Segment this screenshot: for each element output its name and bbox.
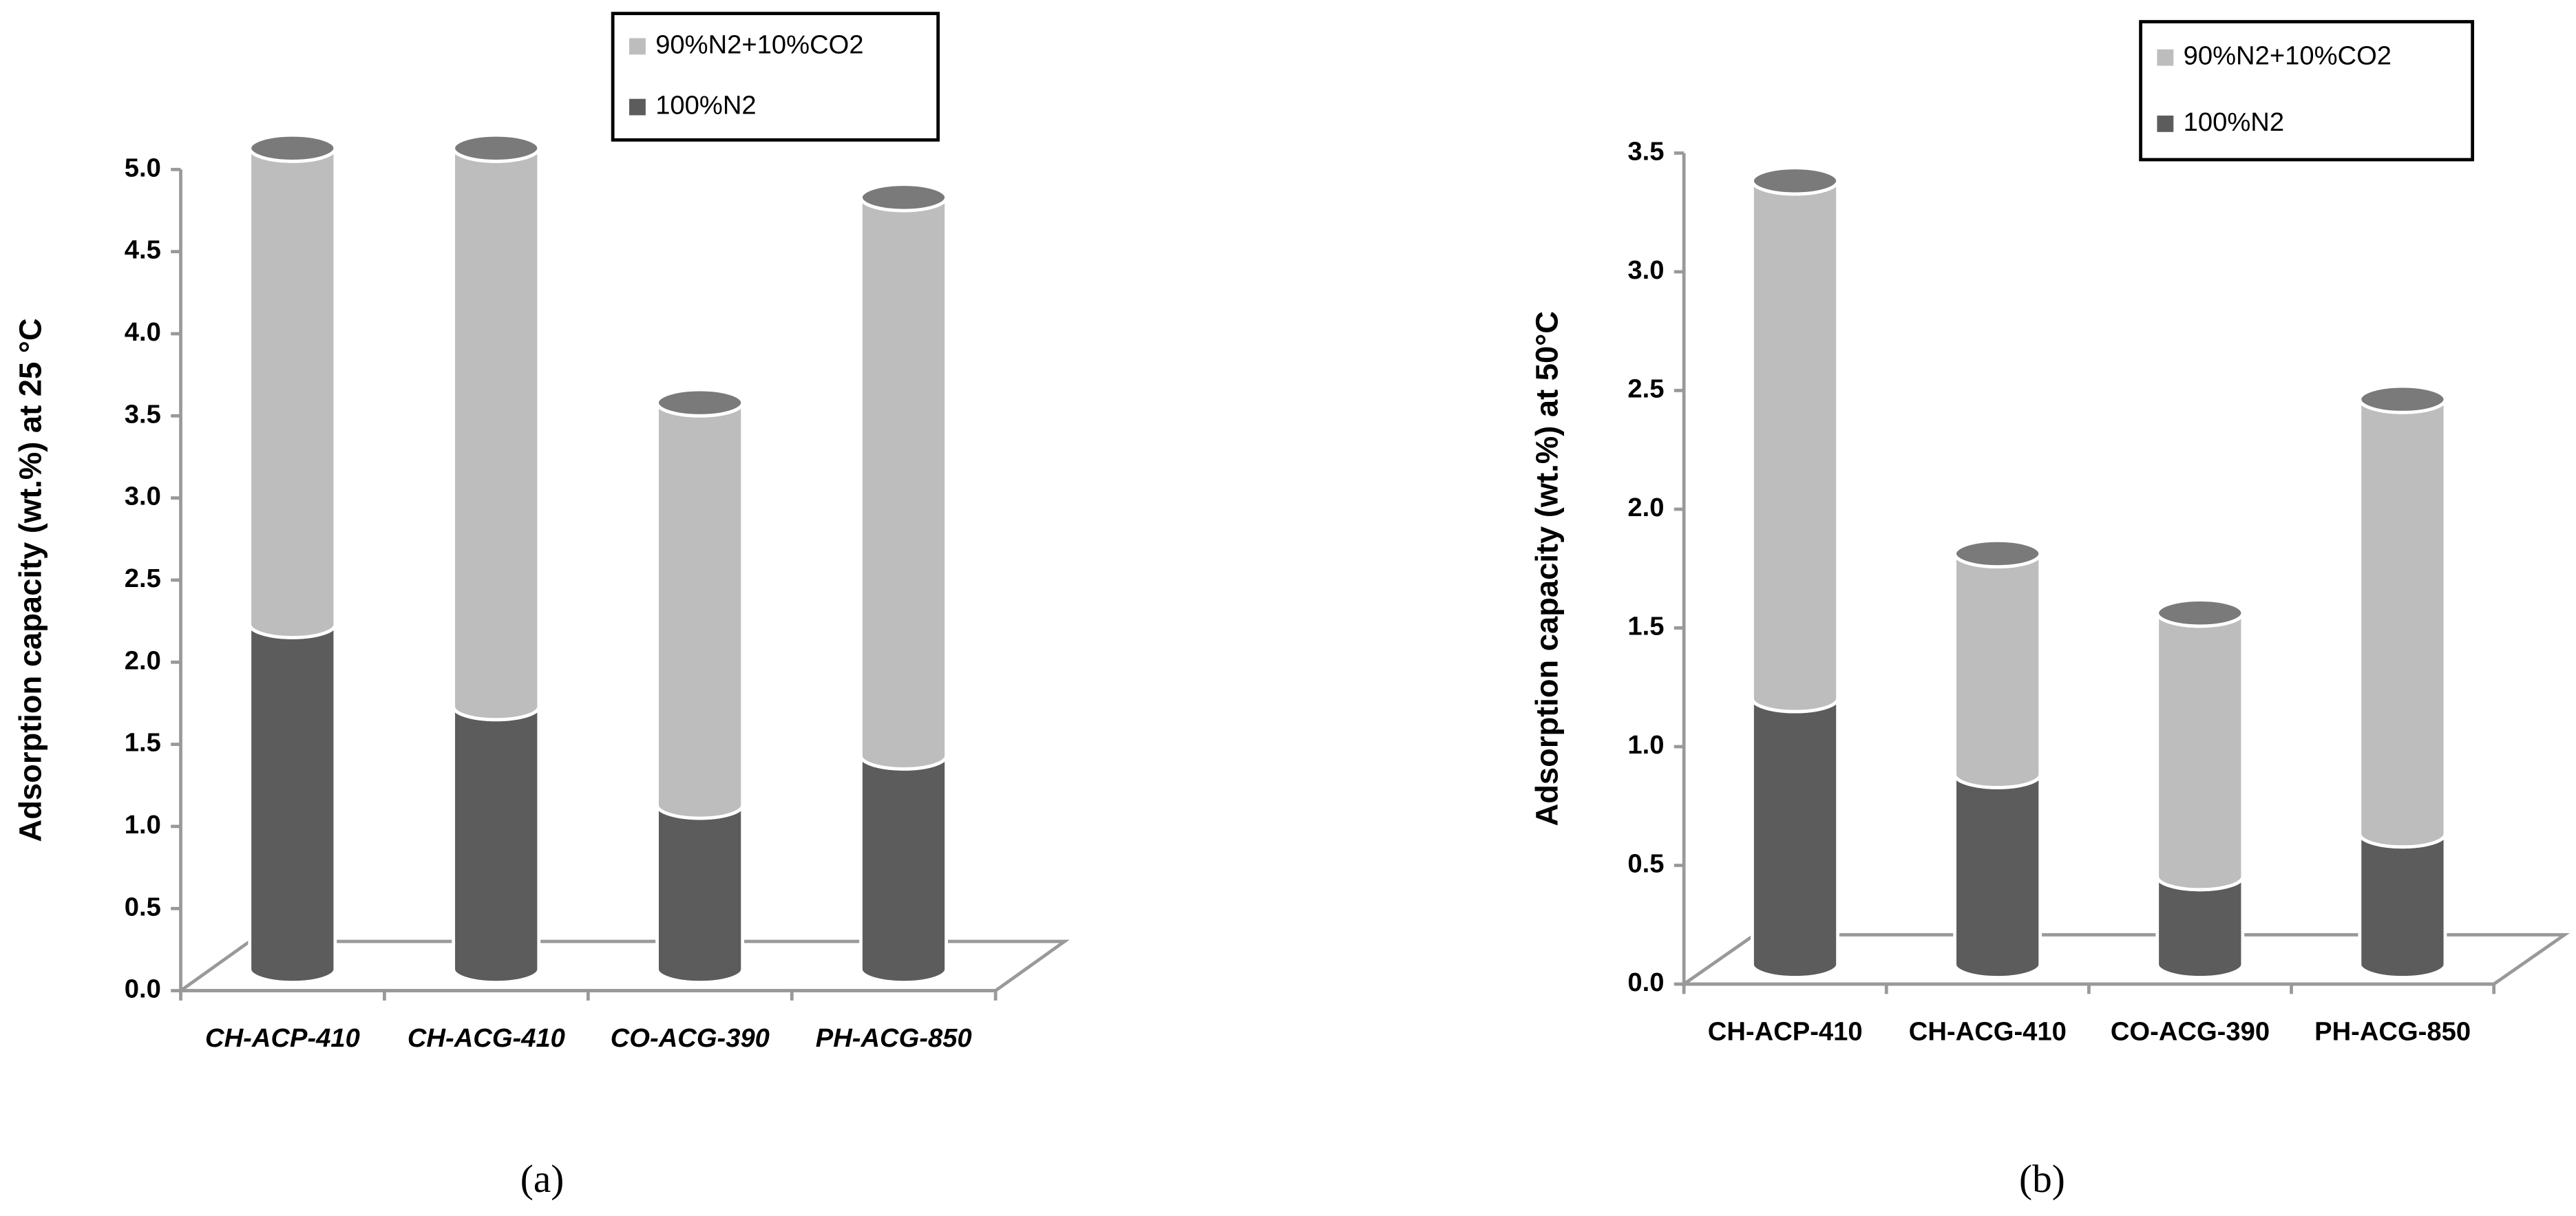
bar-segment xyxy=(655,402,745,820)
bar-segment xyxy=(452,706,541,985)
bar-segment xyxy=(248,624,337,985)
bar-segment xyxy=(452,147,541,722)
y-tick-label: 0.0 xyxy=(125,974,161,1004)
legend-label: 100%N2 xyxy=(655,91,756,120)
legend-swatch xyxy=(629,98,646,116)
bar-cap xyxy=(248,133,337,163)
x-tick-label: PH-ACG-850 xyxy=(2314,1017,2471,1047)
bar-segment xyxy=(1953,553,2042,789)
y-axis-label: Adsorption capacity (wt.%) at 25 °C xyxy=(13,318,48,842)
bar-cap xyxy=(2155,598,2245,628)
bar-segment xyxy=(1953,774,2042,979)
bar-segment xyxy=(1751,180,1839,714)
bar-segment xyxy=(2155,612,2245,892)
x-tick-label: CH-ACP-410 xyxy=(205,1023,360,1053)
bar-cap xyxy=(452,133,541,163)
y-tick-label: 3.5 xyxy=(125,399,161,429)
y-tick-label: 4.0 xyxy=(125,317,161,347)
bar-segment xyxy=(2358,833,2447,979)
bar-segment xyxy=(248,147,337,639)
y-tick-label: 1.5 xyxy=(125,728,161,758)
bar-segment xyxy=(655,804,745,985)
x-tick-label: CO-ACG-390 xyxy=(2111,1017,2270,1047)
legend-box xyxy=(2139,20,2475,162)
y-tick-label: 4.5 xyxy=(125,235,161,265)
y-tick-label: 2.0 xyxy=(1627,493,1664,522)
legend-swatch xyxy=(629,38,646,55)
legend-label: 100%N2 xyxy=(2184,107,2284,137)
legend-swatch xyxy=(2157,115,2174,132)
legend-label: 90%N2+10%CO2 xyxy=(2184,41,2392,71)
y-tick-label: 2.5 xyxy=(125,564,161,593)
y-tick-label: 0.5 xyxy=(1627,849,1664,879)
x-tick-label: CH-ACG-410 xyxy=(1909,1017,2067,1047)
bar-cap xyxy=(859,182,948,213)
y-tick-label: 3.5 xyxy=(1627,137,1664,167)
y-tick-label: 3.0 xyxy=(1627,255,1664,285)
bar-segment xyxy=(859,197,948,771)
y-tick-label: 1.5 xyxy=(1627,612,1664,641)
y-tick-label: 3.0 xyxy=(125,482,161,511)
bar-segment xyxy=(1751,698,1839,979)
legend-label: 90%N2+10%CO2 xyxy=(655,30,863,59)
legend-box xyxy=(611,12,940,142)
bar-cap xyxy=(1751,166,1839,196)
y-tick-label: 0.5 xyxy=(125,892,161,921)
y-tick-label: 1.0 xyxy=(1627,730,1664,760)
y-axis-label: Adsorption capacity (wt.%) at 50°C xyxy=(1529,311,1564,826)
caption: (b) xyxy=(2019,1158,2065,1201)
x-tick-label: CO-ACG-390 xyxy=(611,1023,770,1053)
y-tick-label: 2.5 xyxy=(1627,374,1664,404)
y-tick-label: 1.0 xyxy=(125,810,161,840)
caption: (a) xyxy=(520,1158,564,1201)
legend-swatch xyxy=(2157,49,2174,66)
y-tick-label: 2.0 xyxy=(125,646,161,675)
bar-cap xyxy=(655,387,745,418)
bar-segment xyxy=(2358,398,2447,849)
y-tick-label: 5.0 xyxy=(125,153,161,182)
bar-cap xyxy=(1953,539,2042,568)
bar-segment xyxy=(859,755,948,985)
x-tick-label: CH-ACG-410 xyxy=(408,1023,565,1053)
x-tick-label: PH-ACG-850 xyxy=(816,1023,972,1053)
bar-cap xyxy=(2358,384,2447,414)
y-tick-label: 0.0 xyxy=(1627,968,1664,997)
bar-segment xyxy=(2155,876,2245,979)
x-tick-label: CH-ACP-410 xyxy=(1708,1017,1863,1047)
